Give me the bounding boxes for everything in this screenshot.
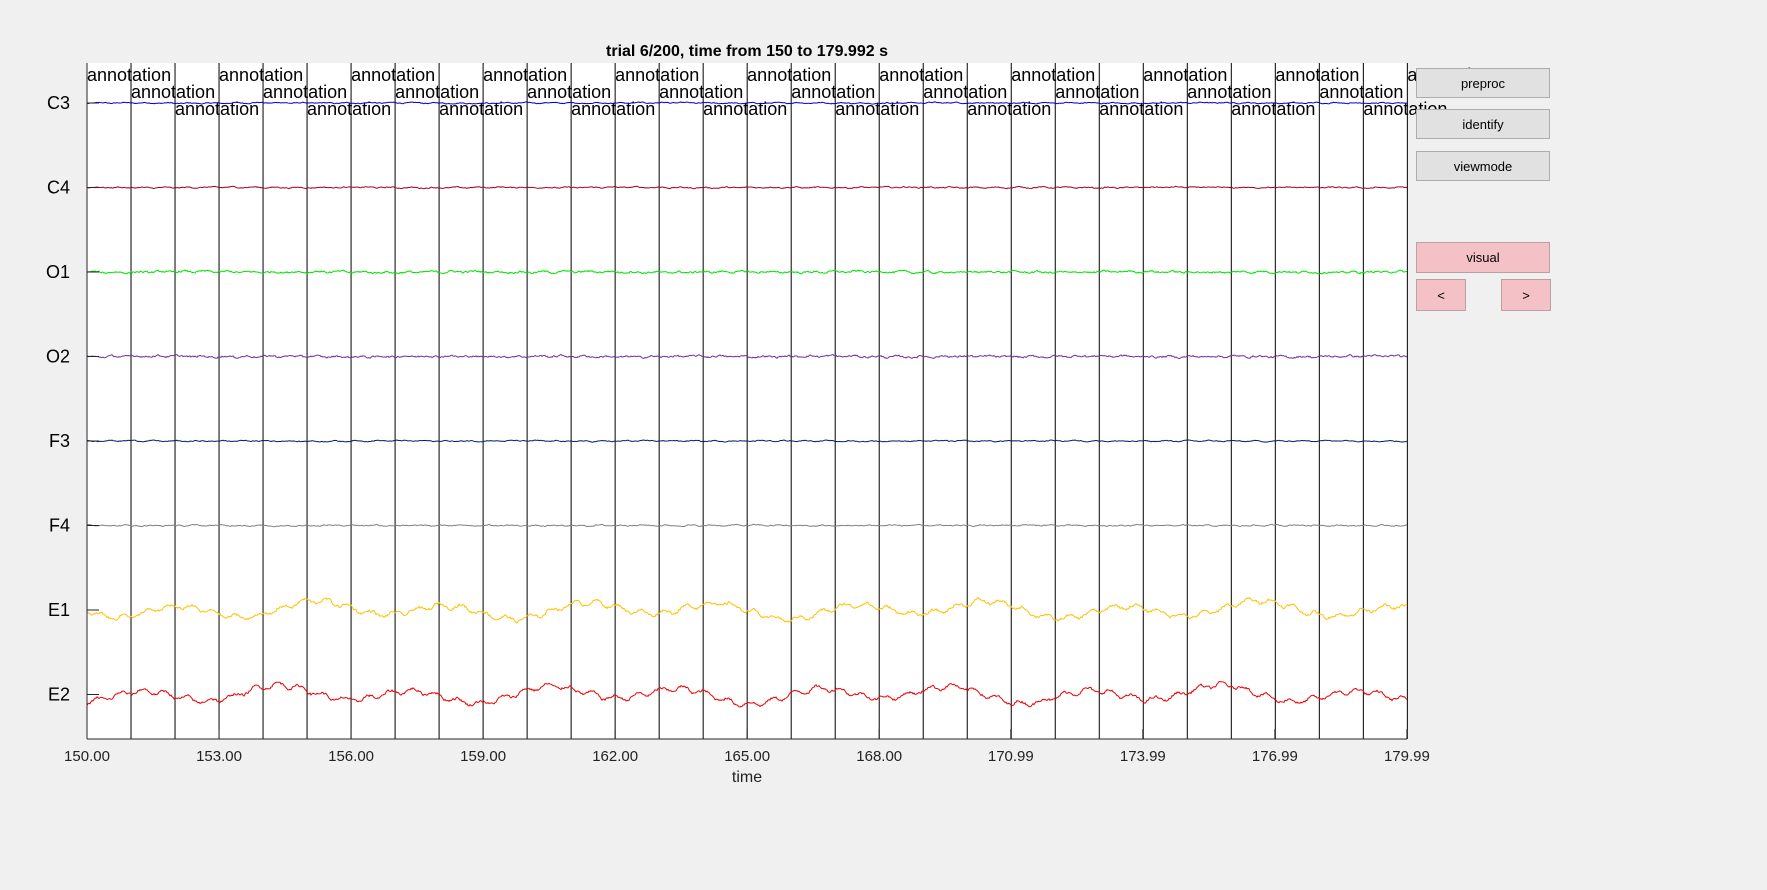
annotation-label: annotation xyxy=(483,65,567,85)
next-trial-button[interactable]: > xyxy=(1501,279,1551,311)
channel-traces xyxy=(86,101,1408,708)
annotation-label: annotation xyxy=(131,82,215,102)
annotation-label: annotation xyxy=(791,82,875,102)
annotation-label: annotation xyxy=(615,65,699,85)
annotation-label: annotation xyxy=(1099,99,1183,119)
channel-label-e1: E1 xyxy=(48,600,70,620)
annotation-label: annotation xyxy=(1275,65,1359,85)
identify-button[interactable]: identify xyxy=(1416,109,1550,139)
annotation-label: annotation xyxy=(1319,82,1403,102)
viewmode-button[interactable]: viewmode xyxy=(1416,151,1550,181)
annotation-label: annotation xyxy=(307,99,391,119)
annotation-label: annotation xyxy=(351,65,435,85)
annotation-label: annotation xyxy=(1143,65,1227,85)
channel-labels: C3 C4 O1 O2 F3 F4 E1 E2 xyxy=(46,93,99,705)
annotation-label: annotation xyxy=(1231,99,1315,119)
channel-label-o2: O2 xyxy=(46,347,70,367)
annotation-label: annotation xyxy=(835,99,919,119)
annotation-label: annotation xyxy=(1055,82,1139,102)
x-tick-label: 176.99 xyxy=(1252,748,1298,765)
annotation-label: annotation xyxy=(527,82,611,102)
x-tick-label: 168.00 xyxy=(856,748,902,765)
annotation-label: annotation xyxy=(1011,65,1095,85)
annotation-label: annotation xyxy=(175,99,259,119)
x-tick-label: 170.99 xyxy=(988,748,1034,765)
annotation-label: annotation xyxy=(219,65,303,85)
trace-c3 xyxy=(86,101,1408,105)
x-tick-label: 159.00 xyxy=(460,748,506,765)
annotation-label: annotation xyxy=(923,82,1007,102)
channel-label-c4: C4 xyxy=(47,178,70,198)
annotation-label: annotation xyxy=(1187,82,1271,102)
x-tick-label: 150.00 xyxy=(64,748,110,765)
x-tick-label: 173.99 xyxy=(1120,748,1166,765)
trace-e1 xyxy=(86,596,1408,624)
annotation-label: annotation xyxy=(659,82,743,102)
channel-label-f4: F4 xyxy=(49,516,70,536)
annotation-label: annotation xyxy=(263,82,347,102)
annotation-label: annotation xyxy=(439,99,523,119)
preproc-button[interactable]: preproc xyxy=(1416,68,1550,98)
x-tick-label: 162.00 xyxy=(592,748,638,765)
x-axis: 150.00 153.00 156.00 159.00 162.00 165.00 168.… xyxy=(64,63,1430,765)
visual-button[interactable]: visual xyxy=(1416,242,1550,273)
trace-o2 xyxy=(86,353,1408,359)
annotation-label: annotation xyxy=(703,99,787,119)
annotation-label: annotation xyxy=(879,65,963,85)
x-axis-label: time xyxy=(732,769,762,786)
channel-label-f3: F3 xyxy=(49,431,70,451)
channel-label-e2: E2 xyxy=(48,685,70,705)
trace-c4 xyxy=(86,185,1408,190)
annotation-label: annotation xyxy=(747,65,831,85)
annotation-label: annotation xyxy=(87,65,171,85)
trace-f4 xyxy=(86,523,1408,528)
trace-o1 xyxy=(86,269,1408,275)
trace-e2 xyxy=(86,681,1408,708)
previous-trial-button[interactable]: < xyxy=(1416,279,1466,311)
x-tick-label: 165.00 xyxy=(724,748,770,765)
channel-label-c3: C3 xyxy=(47,93,70,113)
x-tick-label: 156.00 xyxy=(328,748,374,765)
channel-label-o1: O1 xyxy=(46,262,70,282)
annotation-label: annotation xyxy=(967,99,1051,119)
x-tick-label: 179.99 xyxy=(1384,748,1430,765)
annotation-label: annotation xyxy=(395,82,479,102)
annotation-labels: annotationannotationannotationannotation… xyxy=(87,65,1491,119)
trace-f3 xyxy=(86,439,1408,443)
plot-title: trial 6/200, time from 150 to 179.992 s xyxy=(606,43,888,60)
x-tick-label: 153.00 xyxy=(196,748,242,765)
